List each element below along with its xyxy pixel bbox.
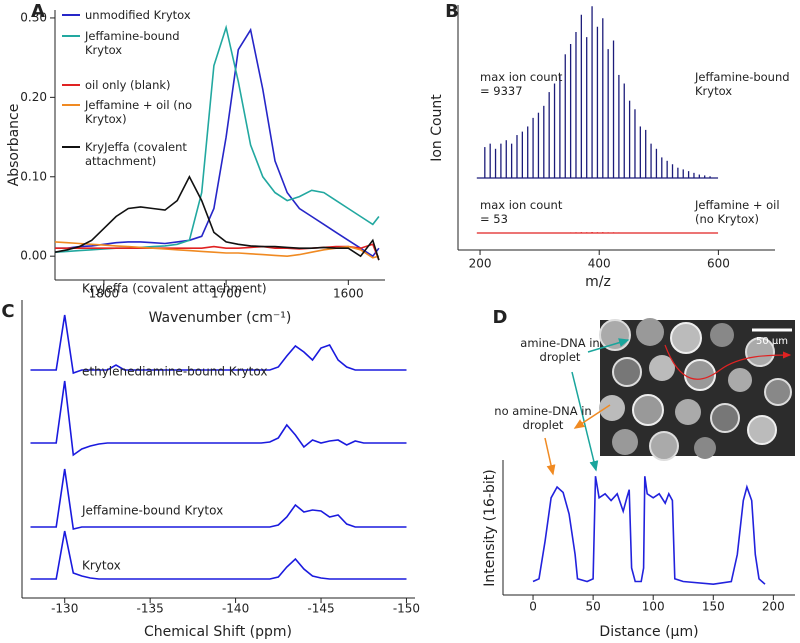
series-label: Jeffamine + oil (no Krytox) (695, 198, 780, 226)
series-label: Krytox (82, 559, 121, 573)
series-line (54, 241, 380, 259)
y-tick-label: 0.20 (20, 90, 47, 104)
annotation: max ion count = 9337 (480, 70, 563, 98)
x-axis-title: Distance (μm) (599, 624, 698, 640)
legend-label: Jeffamine-bound Krytox (85, 29, 180, 57)
y-tick-label: 0.00 (20, 249, 47, 263)
annotation: amine-DNA in droplet (520, 336, 600, 364)
annotation: no amine-DNA in droplet (494, 404, 592, 432)
x-tick-label: 600 (707, 257, 730, 271)
x-tick-label: 50 (585, 600, 600, 614)
x-tick-label: 1700 (211, 287, 242, 301)
x-tick-label: 0 (529, 600, 537, 614)
series-line (55, 27, 380, 258)
x-tick-label: 150 (702, 600, 725, 614)
series-line (30, 314, 407, 375)
x-tick-label: -145 (307, 602, 334, 616)
series-label: Jeffamine-bound Krytox (695, 70, 790, 98)
x-tick-label: -135 (137, 602, 164, 616)
panel-label: A (31, 1, 45, 22)
series-label: ethylenediamine-bound Krytox (82, 365, 267, 379)
series-line (30, 530, 407, 580)
y-axis-title: Absorbance (6, 104, 22, 187)
legend-label: Jeffamine + oil (no Krytox) (85, 98, 193, 126)
x-tick-label: 200 (469, 257, 492, 271)
x-tick-label: -150 (393, 602, 420, 616)
panel-label: C (1, 301, 14, 322)
series-label: KryJeffa (covalent attachment) (82, 282, 267, 296)
legend-label: oil only (blank) (85, 78, 171, 92)
x-tick-label: -130 (51, 602, 78, 616)
micrograph (599, 318, 795, 461)
x-tick-label: 100 (642, 600, 665, 614)
x-axis-title: Wavenumber (cm⁻¹) (149, 310, 292, 326)
series-label: Jeffamine-bound Krytox (81, 504, 223, 518)
y-tick-label: 0.30 (20, 10, 47, 24)
x-tick-label: -140 (222, 602, 249, 616)
x-axis-title: m/z (585, 274, 611, 290)
series-line (30, 380, 407, 457)
legend-label: unmodified Krytox (85, 8, 191, 22)
series-line (30, 468, 407, 530)
y-axis-title: Intensity (16-bit) (482, 469, 498, 586)
callout-arrows (544, 338, 630, 476)
legend-label: KryJeffa (covalent attachment) (85, 140, 187, 168)
scale-bar-label: 50 μm (756, 336, 788, 347)
annotation: max ion count = 53 (480, 198, 563, 226)
panel-label: B (445, 1, 459, 22)
x-tick-label: 1800 (89, 287, 120, 301)
x-axis-title: Chemical Shift (ppm) (144, 624, 292, 640)
y-tick-label: 0.10 (20, 169, 47, 183)
x-tick-label: 200 (762, 600, 785, 614)
y-axis-title: Ion Count (429, 94, 445, 162)
panel-label: D (493, 307, 508, 328)
x-tick-label: 400 (588, 257, 611, 271)
x-tick-label: 1600 (333, 287, 364, 301)
series-line (532, 476, 766, 586)
series-line (54, 175, 380, 261)
